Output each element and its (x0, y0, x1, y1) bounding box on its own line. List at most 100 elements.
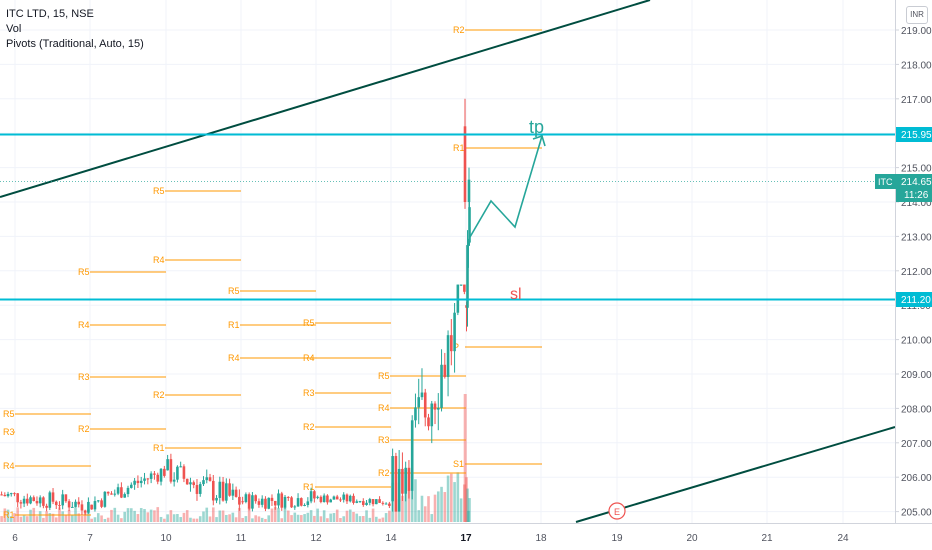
volume-bar (290, 515, 293, 522)
volume-bar (87, 509, 90, 522)
pivot-label: R5 (228, 286, 240, 296)
volume-bar (218, 510, 222, 522)
price-tick-label: 215.00 (901, 164, 932, 175)
candle-body (0, 494, 3, 496)
projection-path[interactable] (469, 135, 543, 238)
current-price-text: 214.65 (901, 177, 932, 188)
volume-bar (355, 513, 359, 522)
upper-trendline[interactable] (0, 0, 651, 198)
candle-body (38, 497, 42, 504)
volume-bar (96, 513, 100, 522)
symbol-title[interactable]: ITC LTD, 15, NSE (6, 8, 94, 20)
candle-body (313, 491, 316, 499)
candle-body (87, 501, 90, 513)
candle-body (45, 505, 48, 508)
volume-bar (433, 494, 437, 522)
candle-body (35, 501, 39, 504)
price-tick-label: 205.00 (901, 508, 932, 519)
price-tick-label: 214.00 (901, 198, 932, 209)
volume-bar (273, 507, 277, 522)
pivot-label: R1 (228, 320, 240, 330)
volume-bar (100, 515, 103, 522)
candle-body (296, 498, 300, 507)
pivot-label: R4 (153, 255, 165, 265)
candle-body (322, 495, 326, 503)
volume-bar (71, 514, 74, 522)
candle-body (202, 480, 205, 485)
volume-bar (166, 514, 169, 522)
sl-price-badge-text: 211.20 (901, 295, 931, 306)
volume-bar (198, 516, 202, 522)
volume-bar (251, 518, 254, 522)
tp-price-badge-text: 215.95 (901, 130, 932, 141)
candle-body (58, 505, 61, 507)
candle-body (257, 501, 261, 505)
candle-body (241, 501, 244, 503)
candle-body (116, 487, 120, 494)
candle-body (467, 179, 471, 202)
volume-bar (195, 518, 199, 522)
candle-body (205, 477, 209, 481)
volume-bar (463, 394, 467, 522)
pivot-label: R4 (303, 353, 315, 363)
volume-bar (106, 517, 110, 522)
volume-bar (267, 515, 271, 522)
pivots-indicator-label[interactable]: Pivots (Traditional, Auto, 15) (6, 38, 144, 50)
candle-body (280, 493, 284, 508)
pivot-label: R1 (3, 510, 15, 520)
candle-body (277, 493, 280, 506)
pivot-label: R2 (78, 424, 90, 434)
pivot-label: R1 (153, 443, 165, 453)
currency-button[interactable]: INR (906, 6, 928, 24)
candle-body (391, 456, 394, 502)
lower-trendline[interactable] (575, 426, 896, 523)
volume-bar (365, 510, 368, 522)
volume-bar (316, 508, 319, 522)
candle-body (450, 335, 453, 352)
price-tick-label: 217.00 (901, 95, 932, 106)
pivot-lines: R2 R1 P S1 R5 R4 R5 R1 R4 R2 R1 R5 R4 R3 R2 R5 R4 R3 R2 R1 R… (3, 25, 542, 520)
volume-bar (345, 510, 349, 522)
volume-bar (456, 472, 460, 522)
candle-body (198, 484, 202, 494)
candle-body (29, 497, 32, 504)
volume-bar (83, 510, 87, 522)
volume-bar (130, 508, 133, 522)
pivot-label: R3 (3, 427, 15, 437)
volume-bar (0, 516, 3, 522)
volume-bar (13, 513, 16, 522)
candle-body (381, 502, 385, 504)
candle-body (436, 407, 440, 410)
time-axis[interactable]: 6 7 10 11 12 14 17 18 19 20 21 24 (12, 533, 849, 544)
pivot-label: R2 (453, 25, 465, 35)
volume-bar (410, 488, 414, 522)
volume-bar (54, 517, 58, 522)
volume-bar (440, 486, 443, 522)
candle-body (339, 499, 342, 501)
pivot-label: R4 (228, 353, 240, 363)
candle-body (13, 493, 16, 495)
candle-body (397, 468, 401, 512)
volume-bar (29, 509, 32, 522)
time-tick-label: 6 (12, 533, 18, 544)
candle-body (247, 494, 251, 509)
price-axis[interactable]: 219.00218.00217.00216.00215.00214.00213.… (895, 26, 932, 519)
candle-body (286, 496, 290, 498)
candle-body (93, 501, 97, 510)
candle-body (453, 312, 456, 352)
earnings-marker[interactable] (608, 502, 626, 520)
price-tick-label: 208.00 (901, 404, 932, 415)
chart-grid (0, 0, 895, 523)
candle-body (417, 397, 421, 408)
candle-body (189, 482, 192, 485)
volume-bar (6, 509, 10, 522)
candle-body (19, 502, 23, 504)
candle-body (106, 491, 110, 494)
pivot-label: R3 (303, 388, 315, 398)
volume-bar (293, 512, 297, 522)
volume-bar (378, 518, 381, 522)
candle-body (163, 468, 166, 476)
volume-indicator-label[interactable]: Vol (6, 23, 22, 35)
candle-body (153, 473, 156, 475)
